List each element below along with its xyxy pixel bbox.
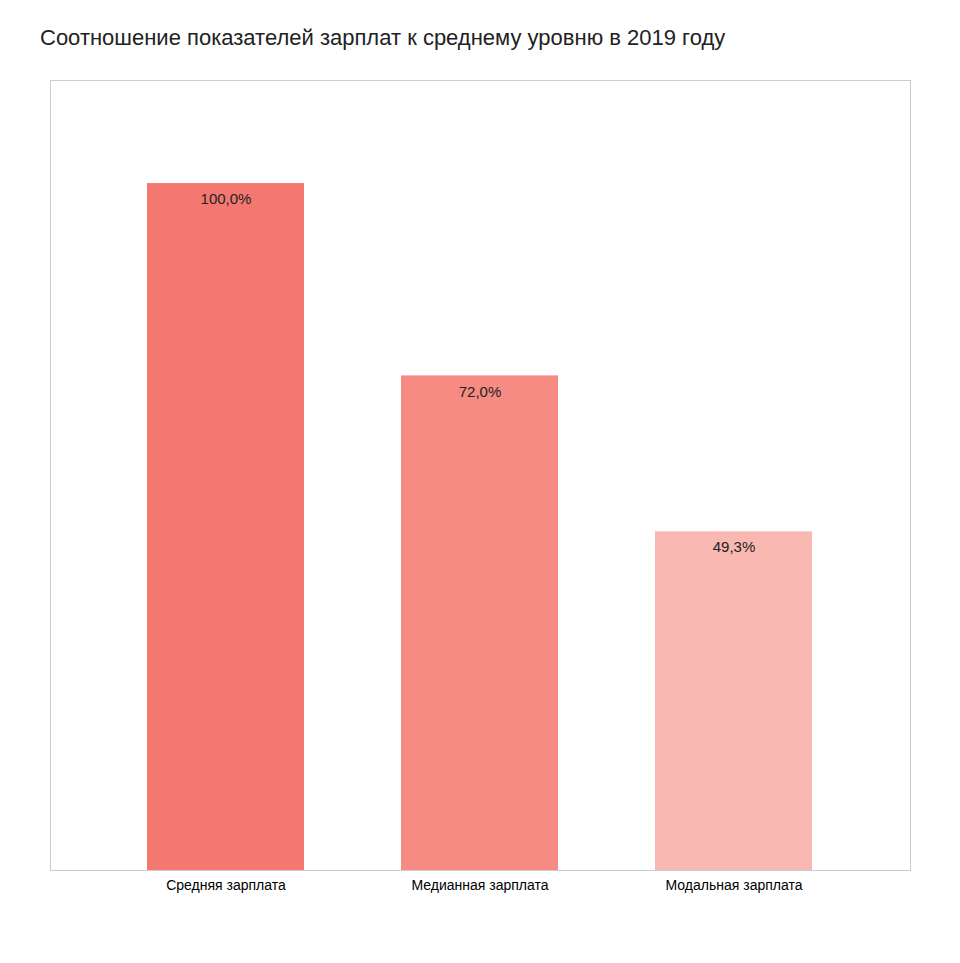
html-text:Соотношение показателей зарпла: Соотношение показателей зарплат к средне…	[40, 25, 726, 50]
svg-text:49,3%: 49,3%	[713, 538, 756, 555]
svg-text:100,0%: 100,0%	[201, 190, 252, 207]
svg-text:72,0%: 72,0%	[459, 382, 502, 399]
svg-text:Модальная зарплата: Модальная зарплата	[666, 877, 803, 893]
svg-text:Средняя зарплата: Средняя зарплата	[166, 877, 286, 893]
svg-text:Медианная зарплата: Медианная зарплата	[411, 877, 548, 893]
